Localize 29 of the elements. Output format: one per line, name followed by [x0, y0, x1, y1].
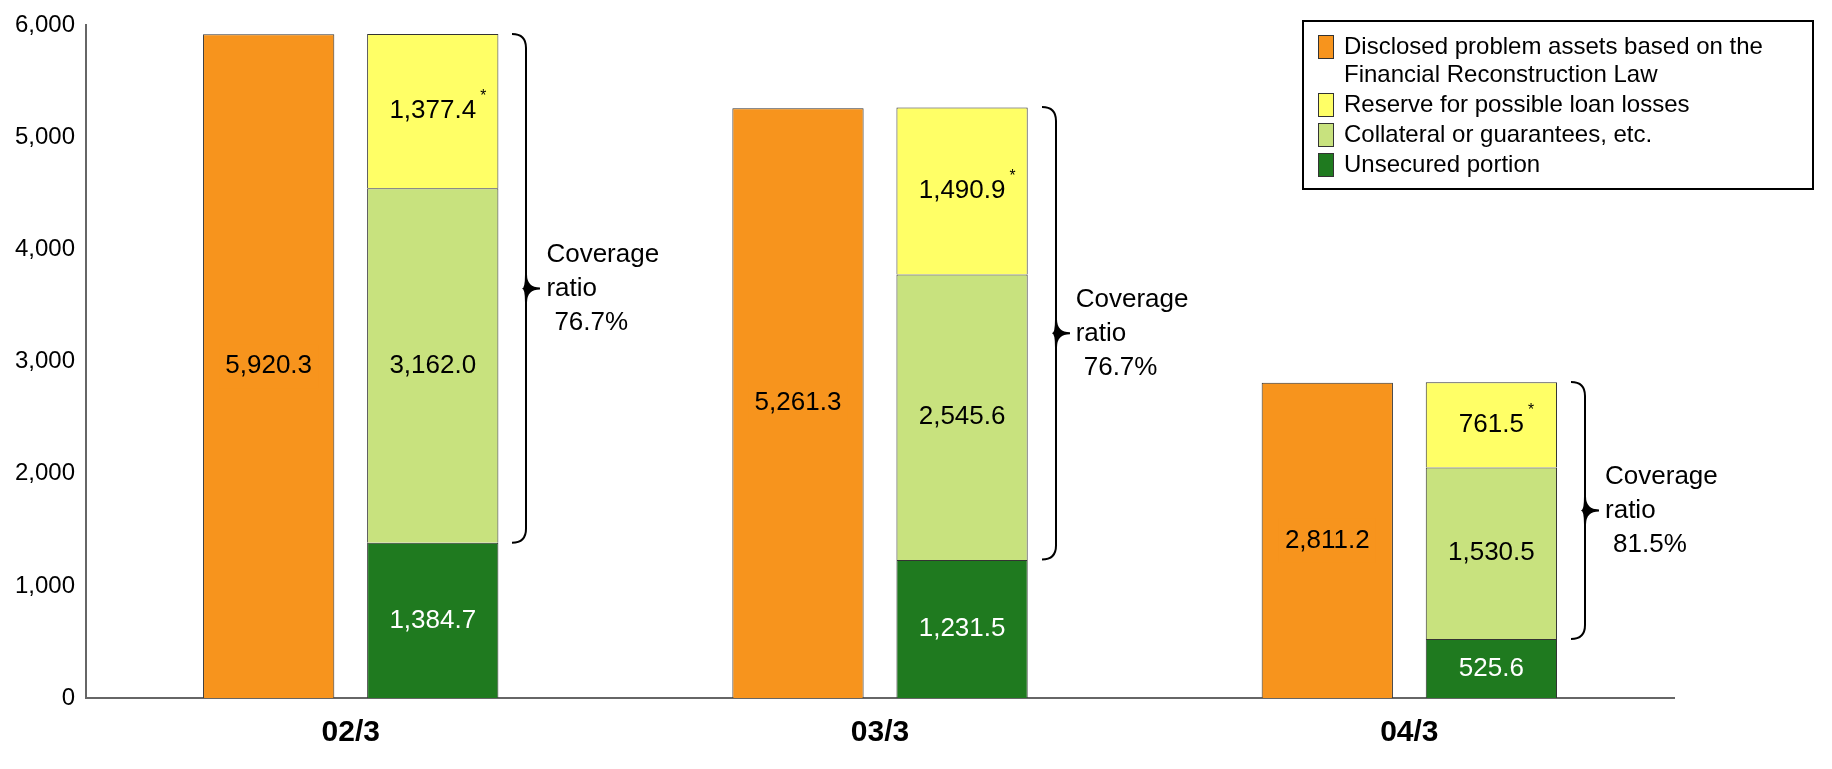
- data-label: 1,384.7: [389, 603, 477, 634]
- data-label: 1,530.5: [1448, 536, 1535, 567]
- y-tick-label: 2,000: [15, 458, 76, 486]
- y-tick-label: 5,000: [15, 122, 76, 150]
- legend-label: Reserve for possible loan losses: [1344, 90, 1690, 118]
- data-label: 3,162.0: [389, 348, 477, 379]
- data-label: 1,231.5: [918, 612, 1006, 643]
- y-tick-label: 0: [61, 682, 76, 710]
- annotation: Coverage ratio 81.5%: [1605, 459, 1718, 558]
- y-tick-label: 6,000: [15, 10, 76, 38]
- data-label: 5,920.3: [225, 349, 313, 380]
- data-label: 1,377.4*: [389, 87, 487, 125]
- data-label: 2,545.6: [918, 400, 1006, 431]
- y-tick-label: 3,000: [15, 346, 76, 374]
- x-tick-label: 03/3: [850, 714, 910, 748]
- annotation: Coverage ratio 76.7%: [546, 237, 660, 336]
- annotation: Coverage ratio 76.7%: [1075, 282, 1189, 381]
- legend-label: Disclosed problem assets based on the Financial Reconstruction Law: [1344, 32, 1764, 88]
- data-label: 5,261.3: [754, 386, 842, 417]
- x-tick-label: 04/3: [1380, 714, 1439, 748]
- legend-label: Unsecured portion: [1344, 150, 1541, 178]
- data-label: 2,811.2: [1284, 523, 1370, 554]
- data-label: 525.6: [1458, 651, 1524, 682]
- x-tick-label: 02/3: [321, 714, 380, 748]
- data-label: 761.5*: [1458, 400, 1534, 438]
- y-tick-label: 4,000: [15, 234, 76, 262]
- legend-label: Collateral or guarantees, etc.: [1344, 120, 1653, 148]
- data-label: 1,490.9*: [918, 167, 1016, 205]
- y-tick-label: 1,000: [15, 570, 76, 598]
